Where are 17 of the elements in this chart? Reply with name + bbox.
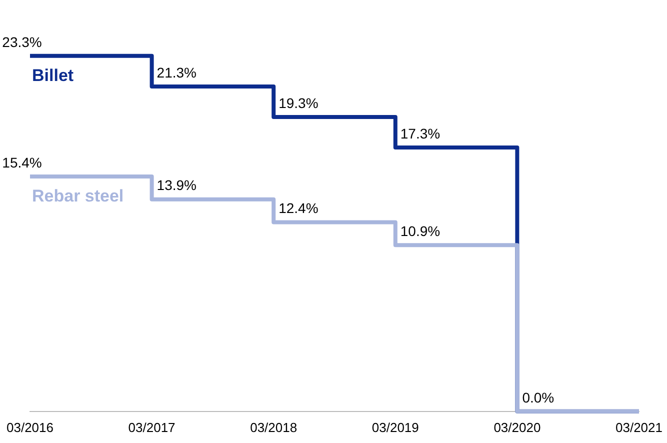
x-tick-label: 03/2020 (494, 420, 541, 435)
data-label: 0.0% (522, 389, 554, 406)
data-label: 10.9% (400, 222, 440, 239)
data-label: 17.3% (400, 125, 440, 142)
series-label: Rebar steel (32, 186, 124, 206)
series-label: Billet (32, 66, 74, 86)
x-tick-label: 03/2021 (616, 420, 662, 435)
x-tick-label: 03/2019 (372, 420, 419, 435)
data-label: 23.3% (2, 34, 42, 50)
data-label: 19.3% (278, 94, 318, 111)
x-tick-label: 03/2016 (6, 420, 54, 435)
x-tick-label: 03/2017 (128, 420, 176, 435)
data-label: 12.4% (278, 200, 318, 216)
data-label: 21.3% (156, 64, 197, 80)
x-tick-label: 03/2018 (250, 420, 298, 435)
data-label: 13.9% (156, 177, 197, 194)
data-label: 15.4% (2, 154, 42, 170)
